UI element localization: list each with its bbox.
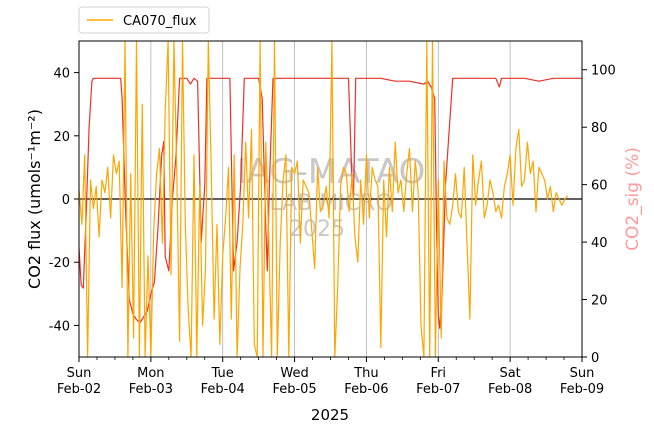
- x-tick-label-day: Sun: [570, 366, 595, 381]
- x-tick-label-day: Thu: [353, 366, 378, 381]
- series-line-ca070-flux: [79, 41, 569, 357]
- x-tick-label-day: Sun: [67, 366, 92, 381]
- x-tick-label-date: Feb-06: [344, 382, 388, 397]
- x-tick-label-date: Feb-04: [201, 382, 245, 397]
- y-right-tick-label: 0: [591, 351, 599, 366]
- y-right-tick-label: 40: [591, 236, 608, 251]
- y-left-tick-label: 0: [62, 193, 70, 208]
- x-tick-label-day: Wed: [280, 366, 308, 381]
- x-tick-label-date: Feb-08: [488, 382, 532, 397]
- x-tick-label-date: Feb-05: [272, 382, 316, 397]
- x-tick-label-date: Feb-03: [129, 382, 173, 397]
- y-left-tick-label: -40: [49, 319, 70, 334]
- legend: CA070_flux: [78, 6, 210, 34]
- y-left-tick-label: -20: [49, 256, 70, 271]
- y-right-tick-label: 60: [591, 179, 608, 194]
- legend-box: [78, 6, 210, 34]
- x-tick-label-day: Tue: [211, 366, 234, 381]
- y-right-tick-label: 80: [591, 121, 608, 136]
- y-left-tick-label: 40: [53, 67, 70, 82]
- y-left-tick-label: 20: [53, 130, 70, 145]
- x-axis: SunFeb-02MonFeb-03TueFeb-04WedFeb-05ThuF…: [57, 357, 604, 397]
- y-axis-right: 0 20 40 60 80 100: [582, 64, 616, 366]
- y-axis-left: -40 -20 0 20 40: [49, 67, 79, 334]
- y-axis-left-label: CO2 flux (umols⁻¹m⁻²): [25, 109, 44, 289]
- x-axis-label: 2025: [311, 406, 349, 424]
- x-tick-label-day: Sat: [499, 366, 520, 381]
- y-axis-right-label: CO2_sig (%): [623, 147, 643, 251]
- watermark-line-2: LAB MICRO: [269, 191, 392, 216]
- x-tick-label-date: Feb-09: [560, 382, 604, 397]
- x-tick-label-day: Fri: [431, 366, 447, 381]
- x-tick-label-date: Feb-07: [416, 382, 460, 397]
- y-right-tick-label: 100: [591, 64, 616, 79]
- y-right-tick-label: 20: [591, 294, 608, 309]
- watermark-line-3: 2025: [289, 217, 345, 242]
- x-tick-label-date: Feb-02: [57, 382, 101, 397]
- x-tick-label-day: Mon: [137, 366, 164, 381]
- legend-label-ca070-flux: CA070_flux: [123, 14, 197, 29]
- series-line-co2-sig: [79, 77, 582, 329]
